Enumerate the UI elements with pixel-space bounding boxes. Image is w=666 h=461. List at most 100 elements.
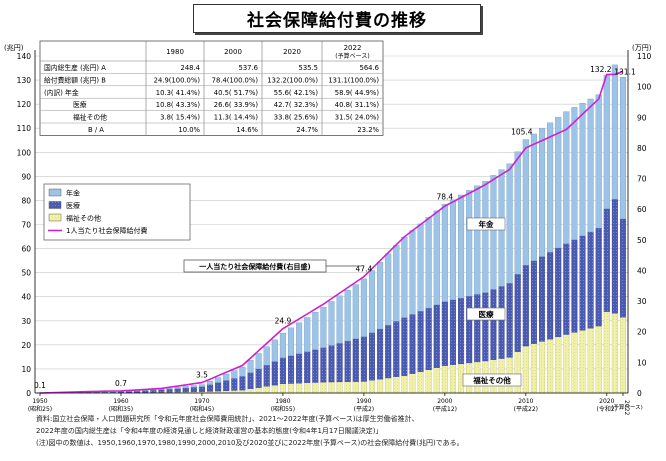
- y-left-tick-label: 70: [21, 221, 31, 230]
- bar-medical: [231, 378, 238, 391]
- y-left-tick-label: 0: [26, 389, 31, 398]
- bar-medical: [255, 368, 262, 388]
- chart-title-box: 社会保障給付費の推移: [193, 4, 481, 33]
- y-right-tick-label: 30: [637, 297, 647, 306]
- data-label: 131.1: [614, 67, 636, 76]
- bar-welfare: [555, 336, 562, 394]
- callout-text: 一人当たり社会保障給付費(右目盛): [199, 262, 310, 271]
- bar-welfare: [522, 345, 529, 394]
- bar-welfare: [352, 381, 359, 394]
- bar-pension: [482, 181, 489, 293]
- bar-medical: [498, 286, 505, 359]
- y-right-tick-label: 110: [637, 52, 652, 61]
- bar-pension: [555, 117, 562, 249]
- data-label: 24.9: [275, 317, 292, 326]
- axes: 0 10 20 30 40 50 60 70 80 90 100 110 120 130 140 0 10 20 3…: [4, 43, 652, 415]
- y-right-tick-label: 10: [637, 358, 647, 367]
- table-row-label: 国内総生産 (兆円) A: [44, 63, 106, 72]
- table-cell: 10.8( 43.3%): [156, 101, 201, 109]
- bar-pension: [320, 306, 327, 348]
- bar-welfare: [571, 332, 578, 394]
- bar-medical: [182, 387, 189, 393]
- bar-medical: [539, 256, 546, 342]
- table-cell: 131.1(100.0%): [328, 76, 379, 84]
- bar-pension: [223, 373, 230, 381]
- x-tick-label: 1960: [113, 398, 128, 405]
- bar-medical: [490, 289, 497, 360]
- bar-medical: [530, 260, 537, 344]
- bar-welfare: [312, 382, 319, 394]
- area-label-box: [466, 217, 506, 231]
- bar-medical: [166, 389, 173, 393]
- bar-welfare: [441, 365, 448, 394]
- y-left-tick-label: 130: [17, 76, 32, 85]
- bar-welfare: [239, 389, 246, 394]
- bar-medical: [344, 340, 351, 382]
- x-tick-label: 1980: [275, 398, 290, 405]
- bar-medical: [198, 386, 205, 392]
- bar-medical: [296, 353, 303, 384]
- per-capita-line: [39, 70, 624, 394]
- bar-pension: [466, 190, 473, 297]
- bar-pension: [255, 353, 262, 370]
- bar-pension: [328, 301, 335, 346]
- bar-medical: [207, 384, 214, 392]
- bar-medical: [328, 345, 335, 383]
- legend-label: 医療: [66, 201, 80, 210]
- bar-medical: [458, 297, 465, 365]
- table-header-cell: 2000: [224, 48, 242, 56]
- bar-pension: [296, 322, 303, 354]
- per-capita-line-layer: [39, 70, 624, 394]
- bar-medical: [215, 382, 222, 392]
- data-label: 0.1: [34, 381, 46, 390]
- bar-medical: [587, 231, 594, 329]
- legend-label: 年金: [66, 189, 80, 198]
- y-left-tick-label: 90: [21, 172, 31, 181]
- x-tick-sublabel: (平成2): [354, 405, 375, 413]
- bar-pension: [425, 217, 432, 309]
- bar-pension: [619, 77, 627, 220]
- x-tick-label: 2010: [518, 398, 533, 405]
- bar-medical: [247, 372, 254, 390]
- table-cell: 78.4(100.0%): [212, 76, 259, 84]
- bar-pension: [506, 163, 513, 284]
- y-left-tick-label: 50: [21, 269, 31, 278]
- bar-pension: [279, 332, 286, 359]
- bar-pension: [377, 261, 384, 330]
- bar-medical: [385, 325, 392, 379]
- area-label-box: [462, 373, 522, 387]
- table-header-cell: 1980: [166, 48, 184, 56]
- bar-pension: [401, 236, 408, 318]
- y-right-tick-label: 70: [637, 175, 647, 184]
- bar-pension: [563, 111, 570, 244]
- x-tick-sublabel: (昭和35): [109, 405, 133, 413]
- bar-medical: [409, 314, 416, 374]
- y-left-tick-label: 40: [21, 293, 31, 302]
- bar-medical: [158, 389, 165, 393]
- y-left-tick-label: 30: [21, 317, 31, 326]
- bar-medical: [377, 328, 384, 380]
- data-label: 3.5: [196, 371, 208, 380]
- bar-medical: [279, 357, 286, 385]
- legend-label: 1人当たり社会保障給付費: [66, 226, 147, 235]
- data-label: 105.4: [511, 128, 533, 137]
- bar-medical: [441, 301, 448, 366]
- bar-medical: [482, 292, 489, 362]
- table-cell: 564.6: [360, 64, 379, 72]
- table-header-cell: 2020: [283, 48, 301, 56]
- table-cell: 3.8( 15.4%): [160, 114, 200, 122]
- bar-pension: [142, 390, 149, 391]
- bar-pension: [474, 185, 481, 295]
- bar-pension: [458, 194, 465, 299]
- bar-pension: [571, 107, 578, 240]
- table-cell: 10.3( 41.4%): [156, 89, 201, 97]
- bar-welfare: [530, 343, 537, 394]
- table-cell: 248.4: [181, 64, 200, 72]
- bar-pension: [344, 290, 351, 342]
- y-right-tick-label: 50: [637, 236, 647, 245]
- x-tick-label: 1950: [32, 398, 47, 405]
- table-cell: 31.5( 24.0%): [335, 114, 380, 122]
- y-left-tick-label: 60: [21, 245, 31, 254]
- bar-welfare: [320, 382, 327, 394]
- bar-medical: [522, 265, 529, 347]
